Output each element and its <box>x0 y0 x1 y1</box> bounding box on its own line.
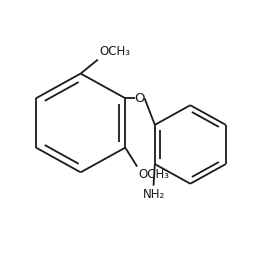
Text: OCH₃: OCH₃ <box>139 168 170 181</box>
Text: NH₂: NH₂ <box>142 188 165 201</box>
Text: O: O <box>135 92 145 105</box>
Text: OCH₃: OCH₃ <box>99 45 130 58</box>
